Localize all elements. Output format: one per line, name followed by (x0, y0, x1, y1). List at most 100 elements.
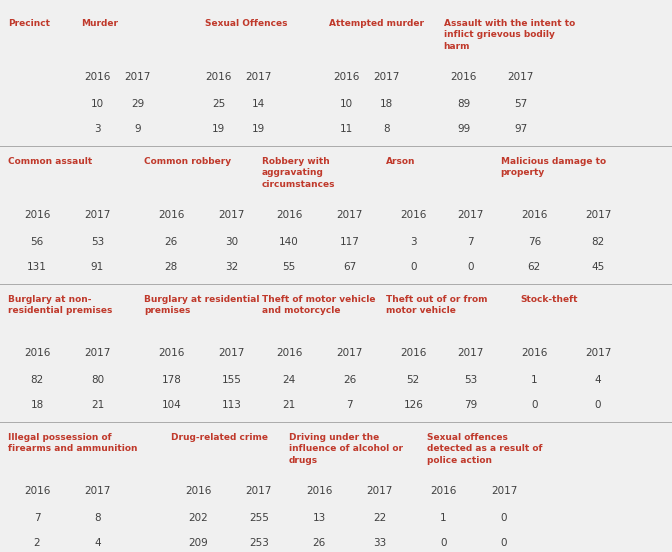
Text: 2016: 2016 (450, 72, 477, 82)
Text: 2017: 2017 (84, 210, 111, 220)
Text: Murder: Murder (81, 19, 118, 28)
Text: 82: 82 (591, 237, 605, 247)
Text: Theft of motor vehicle
and motorcycle: Theft of motor vehicle and motorcycle (262, 295, 376, 315)
Text: 7: 7 (346, 400, 353, 410)
Text: 80: 80 (91, 375, 104, 385)
Text: 2016: 2016 (158, 210, 185, 220)
Text: Sexual Offences: Sexual Offences (205, 19, 288, 28)
Text: 32: 32 (225, 262, 239, 272)
Text: Sexual offences
detected as a result of
police action: Sexual offences detected as a result of … (427, 433, 542, 465)
Text: 0: 0 (501, 513, 507, 523)
Text: 2017: 2017 (124, 72, 151, 82)
Text: 126: 126 (403, 400, 423, 410)
Text: 13: 13 (312, 513, 326, 523)
Text: 91: 91 (91, 262, 104, 272)
Text: 2016: 2016 (333, 72, 360, 82)
Text: 2016: 2016 (276, 210, 302, 220)
Text: 2016: 2016 (24, 486, 50, 496)
Text: 202: 202 (188, 513, 208, 523)
Text: 97: 97 (514, 124, 528, 134)
Text: 3: 3 (410, 237, 417, 247)
Text: Burglary at non-
residential premises: Burglary at non- residential premises (8, 295, 112, 315)
Text: 2017: 2017 (218, 210, 245, 220)
Text: 24: 24 (282, 375, 296, 385)
Text: 19: 19 (212, 124, 225, 134)
Text: 117: 117 (339, 237, 360, 247)
Text: 62: 62 (528, 262, 541, 272)
Text: 2016: 2016 (158, 348, 185, 358)
Text: 140: 140 (279, 237, 299, 247)
Text: 2017: 2017 (457, 210, 484, 220)
Text: 7: 7 (34, 513, 40, 523)
Text: 55: 55 (282, 262, 296, 272)
Text: Drug-related crime: Drug-related crime (171, 433, 268, 442)
Text: 2017: 2017 (585, 348, 612, 358)
Text: 2016: 2016 (205, 72, 232, 82)
Text: Burglary at residential
premises: Burglary at residential premises (144, 295, 260, 315)
Text: 22: 22 (373, 513, 386, 523)
Text: Attempted murder: Attempted murder (329, 19, 424, 28)
Text: 0: 0 (440, 538, 447, 548)
Text: 26: 26 (165, 237, 178, 247)
Text: 7: 7 (467, 237, 474, 247)
Text: 53: 53 (91, 237, 104, 247)
Text: 2017: 2017 (218, 348, 245, 358)
Text: 25: 25 (212, 99, 225, 109)
Text: 0: 0 (501, 538, 507, 548)
Text: 45: 45 (591, 262, 605, 272)
Text: 8: 8 (383, 124, 390, 134)
Text: 131: 131 (27, 262, 47, 272)
Text: 104: 104 (161, 400, 181, 410)
Text: 2017: 2017 (491, 486, 517, 496)
Text: 2016: 2016 (521, 348, 548, 358)
Text: Arson: Arson (386, 157, 416, 166)
Text: 2017: 2017 (245, 486, 272, 496)
Text: Malicious damage to
property: Malicious damage to property (501, 157, 605, 177)
Text: 3: 3 (94, 124, 101, 134)
Text: 0: 0 (467, 262, 474, 272)
Text: 2017: 2017 (84, 348, 111, 358)
Text: 2017: 2017 (245, 72, 272, 82)
Text: 26: 26 (343, 375, 356, 385)
Text: 99: 99 (457, 124, 470, 134)
Text: 2016: 2016 (84, 72, 111, 82)
Text: 2016: 2016 (24, 210, 50, 220)
Text: 76: 76 (528, 237, 541, 247)
Text: Illegal possession of
firearms and ammunition: Illegal possession of firearms and ammun… (8, 433, 138, 453)
Text: 82: 82 (30, 375, 44, 385)
Text: 2016: 2016 (24, 348, 50, 358)
Text: 10: 10 (339, 99, 353, 109)
Text: Common robbery: Common robbery (144, 157, 232, 166)
Text: 2016: 2016 (185, 486, 212, 496)
Text: 26: 26 (312, 538, 326, 548)
Text: 57: 57 (514, 99, 528, 109)
Text: 53: 53 (464, 375, 477, 385)
Text: 10: 10 (91, 99, 104, 109)
Text: 255: 255 (249, 513, 269, 523)
Text: Theft out of or from
motor vehicle: Theft out of or from motor vehicle (386, 295, 488, 315)
Text: 113: 113 (222, 400, 242, 410)
Text: 67: 67 (343, 262, 356, 272)
Text: 52: 52 (407, 375, 420, 385)
Text: Robbery with
aggravating
circumstances: Robbery with aggravating circumstances (262, 157, 335, 189)
Text: 0: 0 (410, 262, 417, 272)
Text: 4: 4 (595, 375, 601, 385)
Text: 2017: 2017 (507, 72, 534, 82)
Text: 29: 29 (131, 99, 144, 109)
Text: 1: 1 (531, 375, 538, 385)
Text: 2016: 2016 (276, 348, 302, 358)
Text: 0: 0 (595, 400, 601, 410)
Text: Common assault: Common assault (8, 157, 92, 166)
Text: 253: 253 (249, 538, 269, 548)
Text: 18: 18 (30, 400, 44, 410)
Text: Assault with the intent to
inflict grievous bodily
harm: Assault with the intent to inflict griev… (444, 19, 575, 51)
Text: 2016: 2016 (400, 210, 427, 220)
Text: 2017: 2017 (366, 486, 393, 496)
Text: 79: 79 (464, 400, 477, 410)
Text: Stock-theft: Stock-theft (521, 295, 579, 304)
Text: Precinct: Precinct (8, 19, 50, 28)
Text: 2016: 2016 (306, 486, 333, 496)
Text: 2017: 2017 (336, 348, 363, 358)
Text: 56: 56 (30, 237, 44, 247)
Text: 2017: 2017 (84, 486, 111, 496)
